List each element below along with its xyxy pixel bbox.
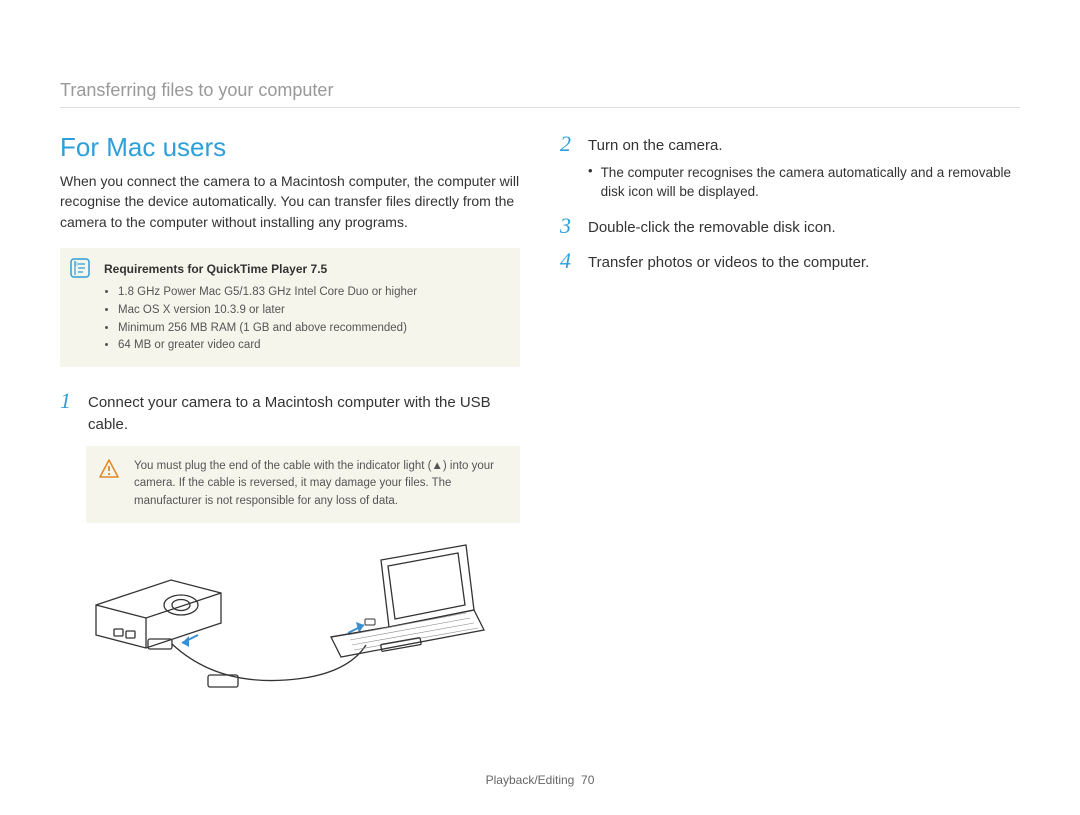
footer-page-number: 70 (581, 773, 594, 787)
req-item: Minimum 256 MB RAM (1 GB and above recom… (118, 320, 506, 338)
requirements-note-box: Requirements for QuickTime Player 7.5 1.… (60, 248, 520, 367)
page-breadcrumb: Transferring files to your computer (60, 80, 1020, 108)
step-1: 1 Connect your camera to a Macintosh com… (60, 389, 520, 436)
sub-bullet-text: The computer recognises the camera autom… (601, 163, 1020, 202)
step-3: 3 Double-click the removable disk icon. (560, 214, 1020, 239)
step-text: Transfer photos or videos to the compute… (588, 249, 869, 274)
req-item: Mac OS X version 10.3.9 or later (118, 302, 506, 320)
step-number: 3 (560, 214, 578, 238)
step-4: 4 Transfer photos or videos to the compu… (560, 249, 1020, 274)
left-column: For Mac users When you connect the camer… (60, 132, 520, 700)
req-item: 64 MB or greater video card (118, 337, 506, 355)
req-item: 1.8 GHz Power Mac G5/1.83 GHz Intel Core… (118, 284, 506, 302)
connection-illustration (86, 535, 520, 700)
step-2-subbullet: • The computer recognises the camera aut… (588, 163, 1020, 202)
step-number: 2 (560, 132, 578, 156)
step-text: Turn on the camera. (588, 132, 723, 157)
footer-section: Playback/Editing (486, 773, 575, 787)
two-column-layout: For Mac users When you connect the camer… (60, 132, 1020, 700)
step-number: 4 (560, 249, 578, 273)
warning-box: You must plug the end of the cable with … (86, 446, 520, 523)
manual-page: Transferring files to your computer For … (0, 0, 1080, 740)
page-footer: Playback/Editing 70 (0, 773, 1080, 787)
intro-paragraph: When you connect the camera to a Macinto… (60, 171, 520, 232)
warning-text: You must plug the end of the cable with … (134, 458, 506, 511)
step-number: 1 (60, 389, 78, 413)
note-title: Requirements for QuickTime Player 7.5 (104, 260, 506, 278)
right-column: 2 Turn on the camera. • The computer rec… (560, 132, 1020, 700)
step-text: Connect your camera to a Macintosh compu… (88, 389, 520, 436)
step-2: 2 Turn on the camera. (560, 132, 1020, 157)
step-text: Double-click the removable disk icon. (588, 214, 836, 239)
bullet-icon: • (588, 163, 593, 202)
note-icon (70, 258, 90, 283)
requirements-list: 1.8 GHz Power Mac G5/1.83 GHz Intel Core… (118, 284, 506, 355)
warning-icon (98, 458, 120, 485)
section-heading: For Mac users (60, 132, 520, 163)
